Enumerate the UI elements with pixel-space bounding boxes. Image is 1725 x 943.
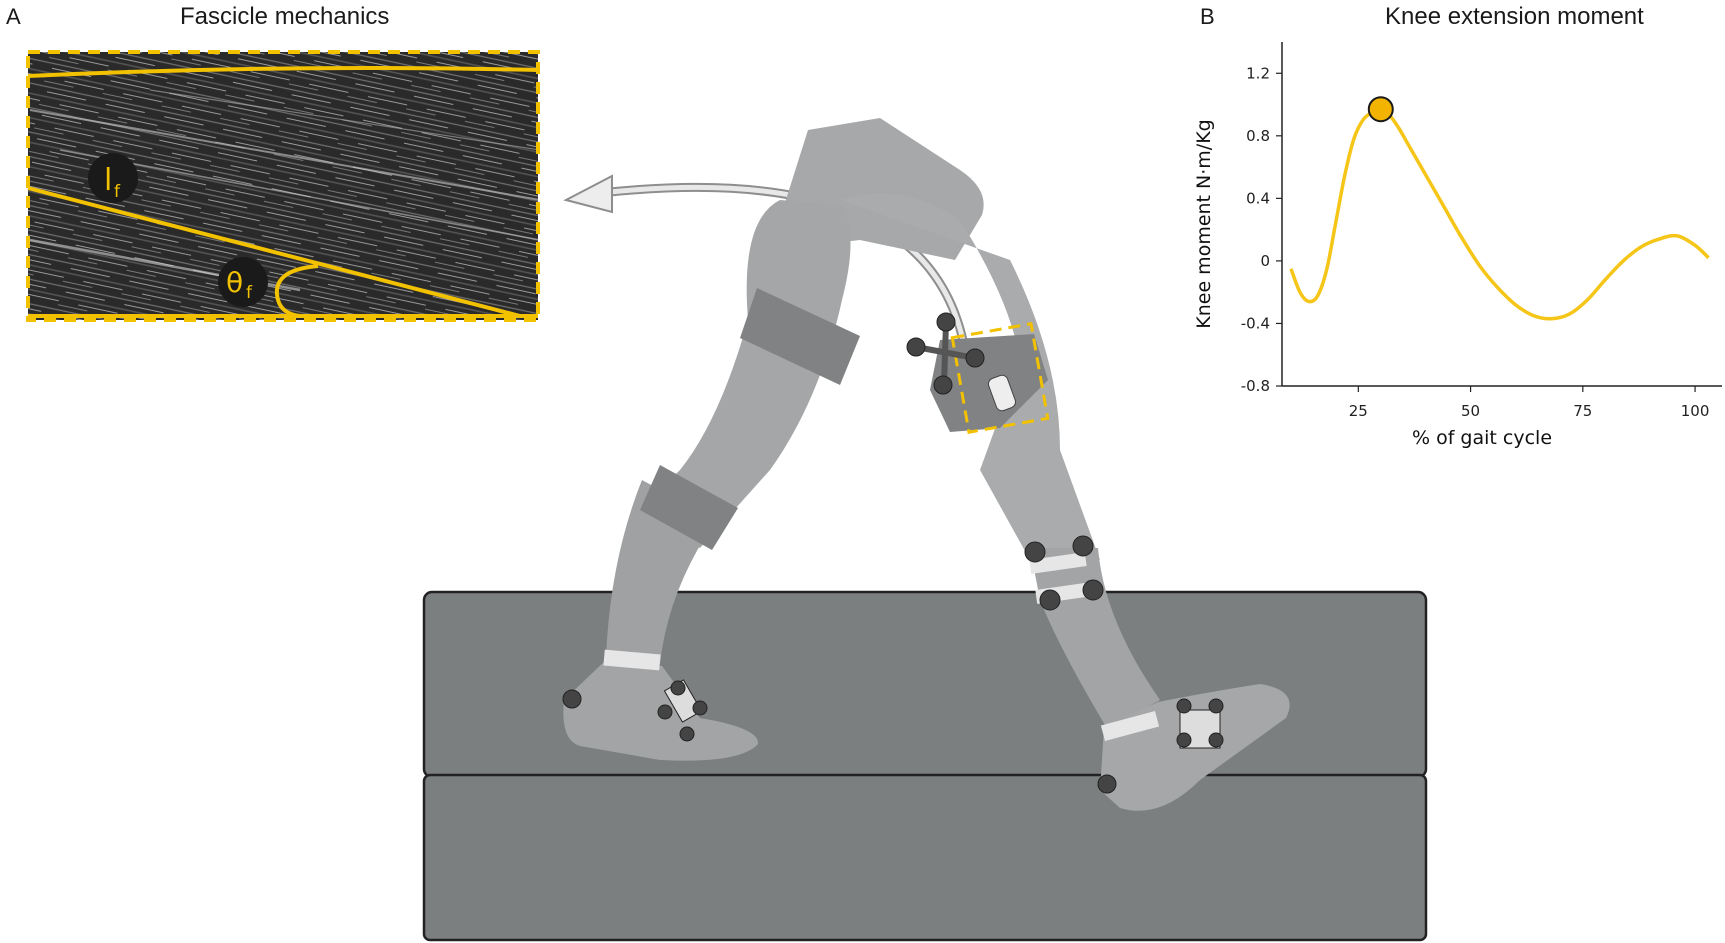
panel-b-letter: B <box>1200 4 1215 29</box>
shank-marker-cluster <box>1024 535 1104 611</box>
pennation-angle-label: θ f <box>218 257 268 307</box>
svg-text:f: f <box>246 283 253 303</box>
front-foot-markers <box>1097 698 1224 794</box>
fascicle-length-label: l f <box>88 153 138 203</box>
svg-text:l: l <box>104 163 112 198</box>
back-foot-markers <box>562 679 708 742</box>
panel-b-title: Knee extension moment <box>1385 3 1644 30</box>
treadmill <box>422 590 1428 942</box>
ultrasound-border <box>26 50 540 322</box>
panel-a-title: Fascicle mechanics <box>180 3 390 30</box>
motion-markers <box>562 312 1224 794</box>
panel-a-letter: A <box>6 4 21 29</box>
fascicle-line <box>27 186 521 318</box>
superficial-aponeurosis <box>27 66 539 78</box>
svg-text:θ: θ <box>226 266 243 299</box>
svg-text:f: f <box>114 182 121 202</box>
thigh-marker-cluster <box>906 312 985 395</box>
pennation-angle-arc <box>274 264 319 318</box>
ultrasound-probe-outline <box>950 322 1050 434</box>
